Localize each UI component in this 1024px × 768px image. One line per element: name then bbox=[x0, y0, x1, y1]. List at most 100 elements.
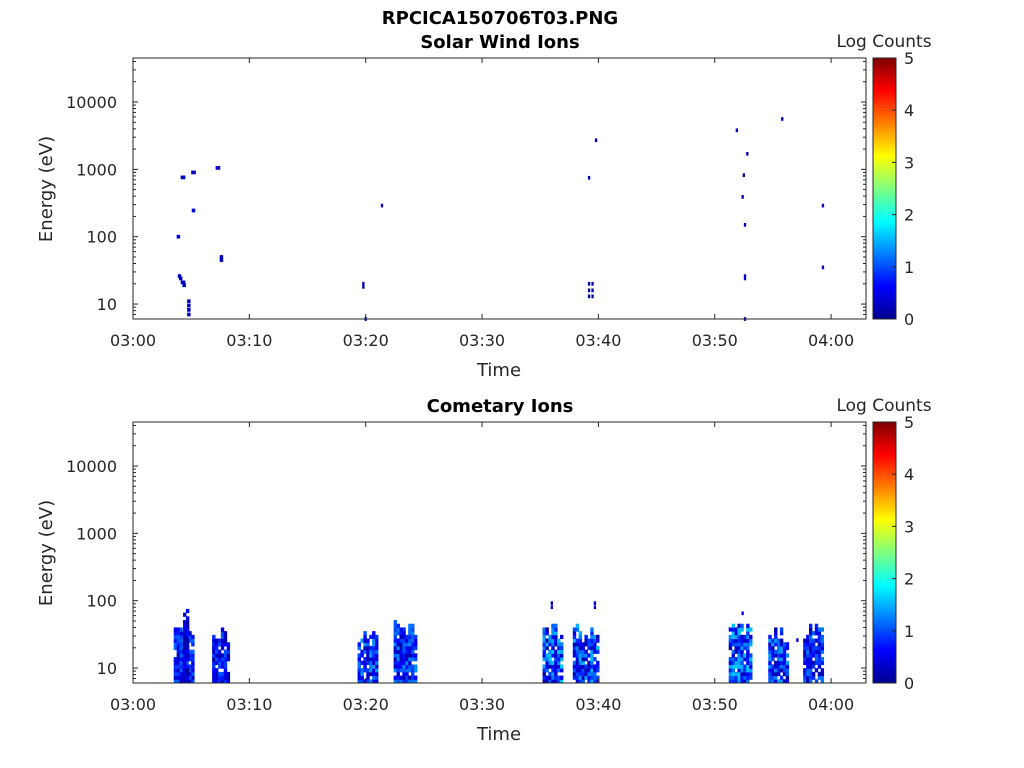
heatmap-cell bbox=[584, 664, 588, 669]
heatmap-cell bbox=[728, 660, 733, 665]
colorbar-tick-label: 2 bbox=[904, 570, 914, 589]
heatmap-cell bbox=[363, 660, 367, 665]
heatmap-cell bbox=[590, 627, 594, 632]
heatmap-cell bbox=[183, 642, 187, 647]
heatmap-cell bbox=[369, 634, 373, 640]
heatmap-cell bbox=[743, 645, 747, 651]
heatmap-cell bbox=[399, 679, 403, 684]
heatmap-cell bbox=[226, 653, 231, 658]
heatmap-cell bbox=[399, 660, 403, 665]
heatmap-cell bbox=[803, 660, 807, 665]
heatmap-cell bbox=[548, 657, 552, 662]
heatmap-cell bbox=[223, 653, 228, 658]
heatmap-cell bbox=[560, 668, 564, 673]
heatmap-cell bbox=[560, 645, 564, 651]
heatmap-cell bbox=[785, 668, 790, 673]
heatmap-cell bbox=[774, 664, 778, 669]
heatmap-cell bbox=[743, 222, 747, 227]
heatmap-cell bbox=[768, 638, 772, 643]
heatmap-cell bbox=[366, 668, 370, 673]
heatmap-cell bbox=[814, 679, 819, 684]
heatmap-cell bbox=[402, 668, 406, 673]
heatmap-cell bbox=[375, 660, 379, 665]
heatmap-cell bbox=[584, 638, 588, 643]
heatmap-cell bbox=[587, 638, 591, 643]
heatmap-cell bbox=[545, 631, 549, 636]
heatmap-cell bbox=[399, 653, 403, 658]
heatmap-cell bbox=[743, 274, 747, 278]
heatmap-cell bbox=[768, 660, 772, 665]
heatmap-cell bbox=[572, 675, 577, 680]
heatmap-cell bbox=[785, 671, 790, 677]
heatmap-cell bbox=[396, 668, 400, 673]
heatmap-cell bbox=[575, 649, 580, 654]
heatmap-cell bbox=[593, 601, 597, 605]
heatmap-cell bbox=[372, 675, 376, 680]
heatmap-cell bbox=[399, 638, 403, 643]
heatmap-cell bbox=[357, 671, 361, 677]
heatmap-cell bbox=[375, 634, 379, 640]
heatmap-cell bbox=[590, 671, 594, 677]
heatmap-cell bbox=[734, 638, 738, 643]
heatmap-cell bbox=[363, 634, 367, 640]
heatmap-cell bbox=[357, 664, 361, 669]
heatmap-cell bbox=[821, 203, 825, 208]
heatmap-cell bbox=[776, 642, 781, 647]
colorbar-tick-label: 3 bbox=[904, 517, 914, 536]
heatmap-cell bbox=[223, 634, 228, 640]
heatmap-cell bbox=[591, 294, 594, 299]
heatmap-cell bbox=[593, 649, 597, 654]
heatmap-cell bbox=[785, 675, 790, 680]
heatmap-cell bbox=[587, 645, 591, 651]
heatmap-cell bbox=[554, 638, 558, 643]
heatmap-cell bbox=[372, 649, 376, 654]
heatmap-cell bbox=[220, 634, 225, 640]
heatmap-cell bbox=[814, 638, 819, 643]
heatmap-cell bbox=[774, 627, 778, 632]
cometary-y-ticks: 10 100 1000 10000 bbox=[66, 424, 866, 684]
heatmap-cell bbox=[593, 668, 597, 673]
heatmap-cell bbox=[584, 668, 588, 673]
heatmap-cell bbox=[185, 638, 190, 643]
colorbar-tick-label: 1 bbox=[904, 622, 914, 641]
heatmap-cell bbox=[176, 234, 181, 239]
heatmap-cell bbox=[226, 642, 231, 647]
heatmap-cell bbox=[357, 675, 361, 680]
heatmap-cell bbox=[212, 653, 216, 658]
heatmap-cell bbox=[584, 653, 588, 658]
heatmap-cell bbox=[215, 671, 219, 677]
colorbar-tick-label: 5 bbox=[904, 49, 914, 68]
heatmap-cell bbox=[396, 679, 400, 684]
colorbar-tick-label: 4 bbox=[904, 101, 914, 120]
heatmap-cell bbox=[212, 660, 216, 665]
heatmap-cell bbox=[363, 679, 367, 684]
cometary-panel: Cometary Ions 03:00 03:10 03:20 03:30 03:40 0… bbox=[36, 396, 932, 745]
heatmap-cell bbox=[584, 642, 588, 647]
heatmap-cell bbox=[560, 642, 564, 647]
heatmap-cell bbox=[779, 631, 784, 636]
heatmap-cell bbox=[173, 657, 178, 662]
heatmap-cell bbox=[173, 627, 178, 632]
heatmap-cell bbox=[542, 627, 546, 632]
heatmap-cell bbox=[176, 634, 181, 640]
heatmap-cell bbox=[176, 660, 181, 665]
heatmap-cell bbox=[375, 671, 379, 677]
heatmap-cell bbox=[560, 634, 564, 640]
y-tick-label: 10000 bbox=[66, 93, 117, 112]
heatmap-cell bbox=[219, 255, 224, 259]
heatmap-cell bbox=[782, 657, 787, 662]
heatmap-cell bbox=[768, 649, 772, 654]
heatmap-cell bbox=[220, 627, 225, 632]
heatmap-cell bbox=[560, 664, 564, 669]
heatmap-cell bbox=[408, 645, 412, 651]
heatmap-cell bbox=[550, 601, 554, 605]
heatmap-cell bbox=[737, 657, 741, 662]
heatmap-cell bbox=[399, 627, 403, 632]
heatmap-cell bbox=[806, 679, 810, 684]
heatmap-cell bbox=[188, 634, 192, 640]
heatmap-cell bbox=[551, 631, 555, 636]
heatmap-cell bbox=[176, 649, 181, 654]
heatmap-cell bbox=[223, 649, 228, 654]
heatmap-cell bbox=[551, 623, 555, 628]
heatmap-cell bbox=[593, 664, 597, 669]
